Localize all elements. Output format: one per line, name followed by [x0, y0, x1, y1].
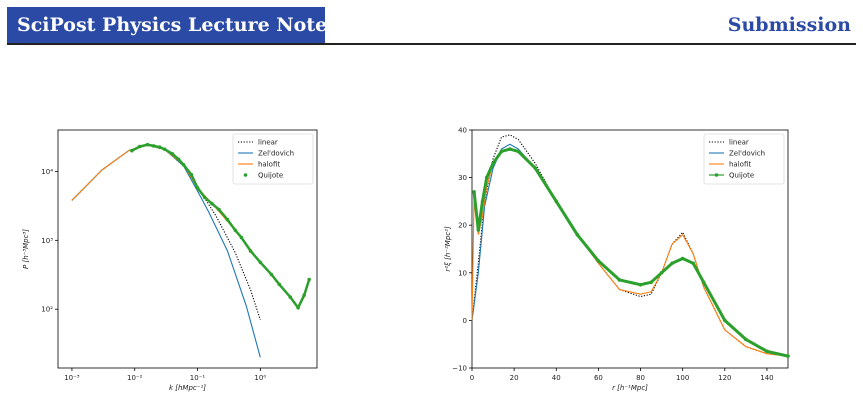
quijote-point: [269, 272, 274, 277]
y-tick-label: 30: [458, 174, 467, 182]
legend-label: Zel'dovich: [729, 150, 765, 158]
plot-frame-2: [471, 129, 789, 369]
header-rule: [7, 43, 856, 45]
series-line-zeldovich: [71, 144, 261, 358]
quijote-point: [533, 166, 537, 170]
quijote-point: [786, 354, 790, 358]
series-line-linear: [71, 144, 261, 321]
journal-title: SciPost Physics Lecture Notes: [17, 14, 338, 36]
quijote-point: [575, 232, 580, 237]
y-tick-label: 10: [458, 269, 467, 277]
x-tick-label: 10⁰: [254, 374, 266, 382]
quijote-point: [233, 228, 238, 233]
quijote-point: [302, 293, 306, 297]
quijote-point: [499, 149, 504, 154]
quijote-point: [239, 235, 244, 240]
x-tick-label: 10⁻¹: [190, 374, 206, 382]
x-tick-label: 10⁻³: [64, 374, 80, 382]
x-tick-label: 100: [676, 374, 689, 382]
quijote-point: [181, 162, 186, 167]
quijote-point: [649, 280, 653, 285]
x-axis-label: k [hMpc⁻¹]: [169, 384, 206, 392]
quijote-point: [170, 152, 175, 156]
quijote-point: [307, 277, 311, 282]
quijote-point: [659, 271, 664, 275]
quijote-point: [202, 195, 207, 200]
x-tick-label: 10⁻²: [127, 374, 143, 382]
quijote-point: [157, 145, 162, 150]
quijote-point: [162, 147, 167, 152]
quijote-point: [491, 161, 495, 166]
legend-label: linear: [258, 139, 278, 147]
quijote-point: [765, 349, 769, 354]
x-tick-label: 0: [470, 374, 474, 382]
y-tick-label: 10³: [41, 237, 53, 245]
quijote-point: [617, 278, 622, 282]
quijote-point: [258, 260, 263, 265]
quijote-point: [744, 337, 748, 342]
quijote-point: [225, 217, 230, 222]
quijote-point: [723, 318, 727, 323]
y-tick-label: 40: [458, 127, 467, 135]
quijote-point: [296, 305, 300, 310]
quijote-point: [145, 142, 150, 147]
x-tick-label: 60: [594, 374, 603, 382]
quijote-point: [248, 249, 253, 253]
legend-label: halofit: [258, 161, 280, 169]
y-tick-label: 0: [463, 317, 467, 325]
quijote-point: [189, 172, 194, 177]
legend-label: Zel'dovich: [258, 150, 294, 158]
legend-swatch-marker: [714, 173, 719, 177]
quijote-point: [137, 144, 142, 149]
legend-label: Quijote: [729, 172, 754, 180]
y-tick-label: −10: [452, 365, 467, 373]
x-tick-label: 120: [718, 374, 731, 382]
legend-box: [232, 133, 314, 185]
legend-box: [703, 133, 785, 185]
quijote-point: [691, 261, 695, 266]
quijote-point: [277, 282, 281, 287]
y-axis-label: P [h⁻³Mpc³]: [22, 229, 30, 269]
quijote-point: [195, 185, 200, 190]
y-tick-label: 20: [458, 222, 467, 230]
x-axis-label: r [h⁻¹Mpc]: [612, 384, 648, 392]
y-tick-label: 10⁴: [41, 168, 53, 176]
legend-swatch-marker: [243, 173, 248, 177]
quijote-point: [151, 144, 156, 148]
quijote-point: [596, 259, 601, 263]
quijote-point: [484, 175, 489, 180]
quijote-point: [288, 295, 293, 299]
quijote-point: [476, 228, 481, 232]
submission-label: Submission: [727, 14, 851, 36]
quijote-point: [680, 256, 685, 261]
quijote-point: [472, 190, 476, 194]
quijote-point: [638, 282, 643, 287]
series-line-quijote: [472, 147, 789, 358]
quijote-point: [130, 148, 134, 153]
quijote-point: [217, 207, 221, 212]
x-tick-label: 20: [510, 374, 519, 382]
quijote-point: [516, 149, 521, 154]
legend-label: halofit: [729, 161, 751, 169]
x-tick-label: 80: [636, 374, 645, 382]
quijote-point: [210, 201, 214, 206]
quijote-point: [480, 199, 485, 204]
quijote-point: [508, 147, 512, 151]
quijote-point: [701, 280, 706, 285]
journal-header-band: [7, 7, 325, 44]
x-tick-label: 140: [760, 374, 773, 382]
x-tick-label: 40: [552, 374, 561, 382]
quijote-point: [176, 157, 181, 162]
quijote-point: [670, 261, 674, 266]
y-tick-label: 10²: [41, 306, 53, 314]
legend-label: Quijote: [258, 172, 283, 180]
plot-frame-1: [57, 129, 318, 369]
y-axis-label: r²ξ [h⁻²Mpc²]: [444, 226, 452, 272]
quijote-point: [554, 199, 559, 204]
legend-label: linear: [729, 139, 749, 147]
